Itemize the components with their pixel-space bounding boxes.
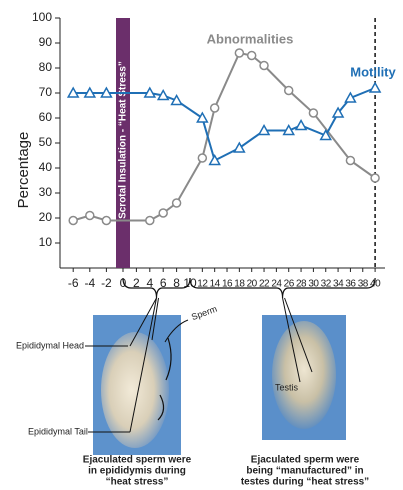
marker (235, 49, 243, 57)
caption: Ejaculated sperm were (251, 455, 360, 466)
marker (248, 52, 256, 60)
y-axis-label: Percentage (15, 132, 32, 209)
marker (146, 217, 154, 225)
caption: testes during “heat stress” (241, 477, 369, 488)
label: Sperm (190, 304, 218, 322)
caption: in epididymis during (88, 466, 186, 477)
marker (296, 121, 306, 130)
testis-shape (272, 321, 336, 429)
series-label: Abnormalities (207, 31, 294, 46)
annotation: Scrotal Insulation - “Heat Stress” (118, 61, 129, 219)
y-tick-label: 70 (39, 85, 53, 99)
marker (102, 217, 110, 225)
marker (210, 156, 220, 165)
series-label: Motility (350, 64, 396, 79)
label: Epididymal Tail (28, 426, 88, 436)
y-tick-label: 60 (39, 110, 53, 124)
caption: being “manufactured” in (246, 466, 363, 477)
y-tick-label: 90 (39, 35, 53, 49)
epididymis-shape (101, 332, 169, 448)
marker (371, 174, 379, 182)
marker (211, 104, 219, 112)
y-tick-label: 40 (39, 160, 53, 174)
marker (86, 212, 94, 220)
marker (173, 199, 181, 207)
y-tick-label: 50 (39, 135, 53, 149)
chart: Epididymal Head Epididymal Tail Sperm Te… (0, 0, 403, 490)
label: Epididymal Head (16, 340, 84, 350)
y-tick-label: 20 (39, 210, 53, 224)
marker (197, 113, 207, 122)
y-tick-label: 30 (39, 185, 53, 199)
marker (346, 157, 354, 165)
marker (198, 154, 206, 162)
x-tick-label: -4 (84, 276, 95, 290)
y-tick-label: 10 (39, 235, 53, 249)
marker (69, 217, 77, 225)
x-tick-label: -6 (68, 276, 79, 290)
caption: Ejaculated sperm were (83, 455, 192, 466)
marker (285, 87, 293, 95)
marker (159, 209, 167, 217)
caption: “heat stress” (106, 477, 169, 488)
y-tick-label: 80 (39, 60, 53, 74)
marker (370, 83, 380, 92)
marker (260, 62, 268, 70)
x-tick-label: -2 (101, 276, 112, 290)
marker (309, 109, 317, 117)
y-tick-label: 100 (32, 10, 52, 24)
label: Testis (275, 382, 299, 392)
